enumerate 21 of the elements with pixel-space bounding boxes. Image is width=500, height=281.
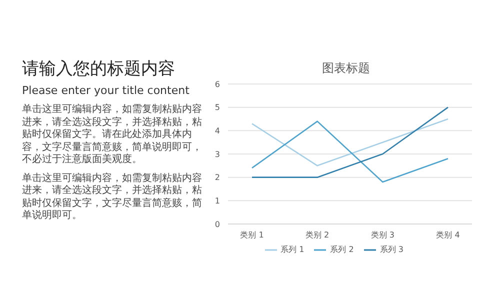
- legend-label: 系列 2: [330, 245, 354, 254]
- x-tick-label: 类别 4: [436, 230, 460, 240]
- line-series: [251, 118, 449, 166]
- legend-label: 系列 1: [280, 245, 304, 254]
- y-tick-label: 0: [214, 220, 220, 229]
- legend-label: 系列 3: [380, 245, 404, 254]
- text: 请输入您的标题内容: [22, 58, 176, 80]
- line-series: [251, 120, 449, 183]
- x-tick-label: 类别 1: [240, 230, 264, 240]
- y-tick-label: 4: [214, 126, 220, 136]
- text: Please enter your title content: [22, 84, 190, 98]
- y-tick-label: 3: [214, 150, 220, 159]
- y-tick-label: 1: [214, 196, 220, 206]
- x-tick-label: 类别 2: [306, 230, 330, 240]
- x-tick-label: 类别 3: [370, 230, 394, 240]
- text: 单击这里可编辑内容，如需复制粘贴内容进来，请全选这段文字，并选择粘贴，粘贴时仅保留文字。请在此处添加具体内容，文字尽量言简意赅，简单说明即可，不必过于注意版面美观度。: [22, 104, 203, 166]
- text: 单击这里可编辑内容，如需复制粘贴内容进来，请全选这段文字，并选择粘贴，粘贴时仅保留文字，文字尽量言简意赅，简单说明即可。: [22, 172, 203, 222]
- chart-title: 图表标题: [321, 60, 371, 77]
- y-tick-label: 5: [214, 103, 220, 112]
- y-tick-label: 6: [214, 80, 220, 89]
- y-tick-label: 2: [214, 173, 220, 182]
